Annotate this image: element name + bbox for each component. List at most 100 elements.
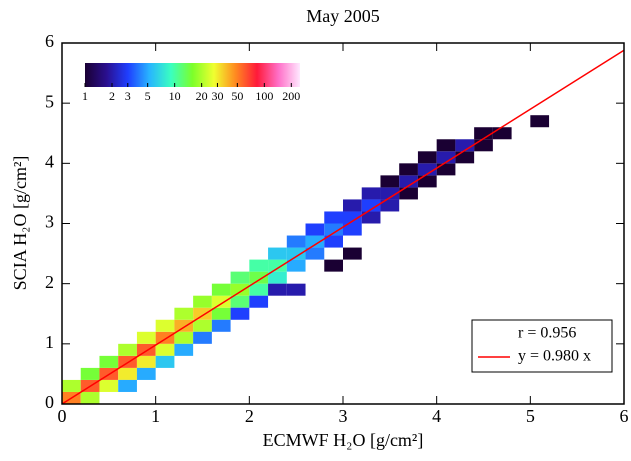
heatmap-cell bbox=[193, 331, 212, 344]
heatmap-cell bbox=[361, 187, 381, 200]
heatmap-cell bbox=[286, 235, 306, 248]
heatmap-cell bbox=[417, 151, 437, 164]
colorbar-tick-label: 100 bbox=[255, 89, 273, 103]
heatmap-cell bbox=[118, 343, 137, 356]
heatmap-cell bbox=[343, 211, 362, 224]
heatmap-cell bbox=[80, 391, 100, 404]
heatmap-cell bbox=[230, 307, 250, 320]
colorbar-tick-label: 3 bbox=[125, 89, 131, 103]
heatmap-cell bbox=[399, 163, 418, 176]
y-tick-label: 1 bbox=[45, 332, 54, 352]
heatmap-cell bbox=[286, 283, 306, 296]
x-axis-label: ECMWF H₂O [g/cm²] bbox=[263, 430, 424, 450]
legend-fit: y = 0.980 x bbox=[518, 348, 591, 365]
heatmap-cell bbox=[305, 223, 325, 236]
y-tick-label: 3 bbox=[45, 212, 54, 232]
heatmap-cell bbox=[155, 319, 175, 332]
heatmap-cell bbox=[193, 295, 212, 308]
heatmap-cell bbox=[268, 283, 287, 296]
y-axis-label: SCIA H₂O [g/cm²] bbox=[10, 156, 30, 291]
heatmap-cell bbox=[230, 271, 250, 284]
x-tick-label: 0 bbox=[58, 406, 67, 426]
heatmap-cell bbox=[305, 247, 325, 260]
heatmap-cell bbox=[343, 247, 362, 260]
heatmap-cell bbox=[286, 247, 306, 260]
heatmap-cell bbox=[249, 259, 269, 272]
heatmap-cell bbox=[62, 379, 81, 392]
heatmap-cell bbox=[380, 175, 400, 188]
y-tick-label: 0 bbox=[45, 392, 54, 412]
heatmap-cell bbox=[417, 175, 437, 188]
heatmap-cell bbox=[211, 295, 231, 308]
colorbar-tick-label: 10 bbox=[169, 89, 181, 103]
heatmap-cell bbox=[324, 211, 343, 224]
heatmap-cell bbox=[474, 139, 493, 152]
heatmap-cell bbox=[118, 367, 137, 380]
y-tick-label: 2 bbox=[45, 272, 54, 292]
heatmap-cell bbox=[268, 271, 287, 284]
heatmap-cell bbox=[99, 379, 119, 392]
heatmap-cell bbox=[249, 295, 269, 308]
heatmap-cell bbox=[380, 199, 400, 212]
heatmap-cell bbox=[174, 331, 194, 344]
heatmap-cell bbox=[230, 295, 250, 308]
heatmap-cell bbox=[436, 139, 456, 152]
heatmap-cell bbox=[343, 199, 362, 212]
heatmap-cell bbox=[436, 151, 456, 164]
y-tick-label: 4 bbox=[45, 151, 54, 171]
y-tick-label: 5 bbox=[45, 91, 54, 111]
heatmap-cell bbox=[249, 283, 269, 296]
heatmap-cell bbox=[380, 187, 400, 200]
colorbar bbox=[85, 63, 300, 87]
heatmap-cell bbox=[324, 235, 343, 248]
colorbar-tick-label: 50 bbox=[231, 89, 243, 103]
heatmap-cell bbox=[118, 379, 137, 392]
y-tick-label: 6 bbox=[45, 31, 54, 51]
colorbar-tick-label: 1 bbox=[82, 89, 88, 103]
heatmap-cell bbox=[99, 355, 119, 368]
colorbar-tick-label: 20 bbox=[196, 89, 208, 103]
heatmap-cell bbox=[155, 331, 175, 344]
colorbar-tick-label: 5 bbox=[145, 89, 151, 103]
heatmap-cell bbox=[249, 271, 269, 284]
heatmap-cell bbox=[361, 199, 381, 212]
heatmap-cell bbox=[155, 343, 175, 356]
heatmap-cell bbox=[455, 139, 475, 152]
chart-title: May 2005 bbox=[306, 6, 380, 26]
heatmap-cell bbox=[399, 187, 418, 200]
heatmap-cell bbox=[136, 331, 156, 344]
x-tick-label: 2 bbox=[245, 406, 254, 426]
heatmap-cell bbox=[155, 355, 175, 368]
heatmap-cell bbox=[268, 247, 287, 260]
heatmap-cell bbox=[211, 283, 231, 296]
colorbar-tick-label: 2 bbox=[109, 89, 115, 103]
heatmap-cell bbox=[305, 235, 325, 248]
heatmap-cell bbox=[324, 259, 343, 272]
heatmap-cell bbox=[211, 319, 231, 332]
legend-box bbox=[471, 319, 613, 373]
heatmap-cell bbox=[492, 127, 512, 140]
heatmap-cell bbox=[136, 355, 156, 368]
heatmap-cell bbox=[399, 175, 418, 188]
heatmap-cell bbox=[136, 343, 156, 356]
heatmap-cell bbox=[80, 367, 100, 380]
heatmap-cell bbox=[474, 127, 493, 140]
heatmap-cell bbox=[230, 283, 250, 296]
heatmap-cell bbox=[193, 307, 212, 320]
heatmap-cell bbox=[343, 223, 362, 236]
x-tick-label: 5 bbox=[526, 406, 535, 426]
heatmap-cell bbox=[174, 307, 194, 320]
heatmap-cell bbox=[211, 307, 231, 320]
x-tick-label: 4 bbox=[432, 406, 441, 426]
heatmap-cell bbox=[361, 211, 381, 224]
heatmap-cell bbox=[286, 259, 306, 272]
x-tick-label: 3 bbox=[339, 406, 348, 426]
heatmap-cell bbox=[455, 151, 475, 164]
heatmap-cell bbox=[324, 223, 343, 236]
heatmap-cell bbox=[193, 319, 212, 332]
colorbar-tick-label: 30 bbox=[211, 89, 223, 103]
x-tick-label: 6 bbox=[620, 406, 629, 426]
heatmap-cell bbox=[174, 319, 194, 332]
heatmap-cell bbox=[530, 115, 550, 128]
